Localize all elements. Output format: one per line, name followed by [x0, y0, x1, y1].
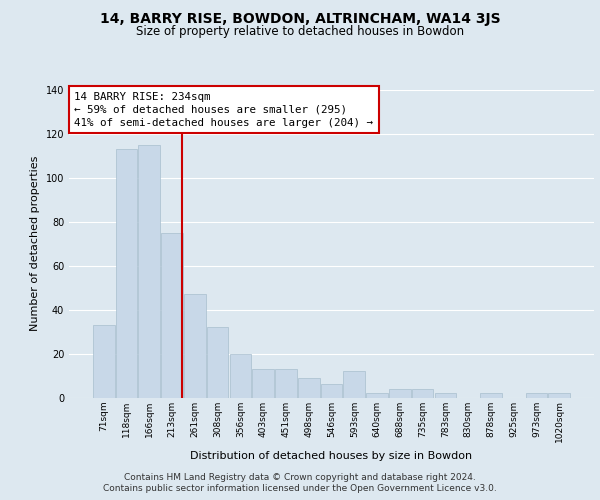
Bar	[434, 393, 456, 398]
Bar	[366, 393, 388, 398]
Bar	[480, 393, 502, 398]
Bar	[298, 378, 320, 398]
Bar	[389, 388, 410, 398]
Bar	[343, 371, 365, 398]
Bar	[139, 145, 160, 398]
X-axis label: Distribution of detached houses by size in Bowdon: Distribution of detached houses by size …	[190, 450, 473, 460]
Text: 14, BARRY RISE, BOWDON, ALTRINCHAM, WA14 3JS: 14, BARRY RISE, BOWDON, ALTRINCHAM, WA14…	[100, 12, 500, 26]
Bar	[320, 384, 343, 398]
Text: 14 BARRY RISE: 234sqm
← 59% of detached houses are smaller (295)
41% of semi-det: 14 BARRY RISE: 234sqm ← 59% of detached …	[74, 92, 373, 128]
Bar	[526, 393, 547, 398]
Y-axis label: Number of detached properties: Number of detached properties	[30, 156, 40, 332]
Bar	[548, 393, 570, 398]
Bar	[412, 388, 433, 398]
Bar	[161, 233, 183, 398]
Bar	[275, 369, 297, 398]
Bar	[253, 369, 274, 398]
Text: Size of property relative to detached houses in Bowdon: Size of property relative to detached ho…	[136, 25, 464, 38]
Bar	[116, 150, 137, 398]
Bar	[93, 325, 115, 398]
Bar	[230, 354, 251, 398]
Bar	[207, 327, 229, 398]
Bar	[184, 294, 206, 398]
Text: Contains public sector information licensed under the Open Government Licence v3: Contains public sector information licen…	[103, 484, 497, 493]
Text: Contains HM Land Registry data © Crown copyright and database right 2024.: Contains HM Land Registry data © Crown c…	[124, 472, 476, 482]
